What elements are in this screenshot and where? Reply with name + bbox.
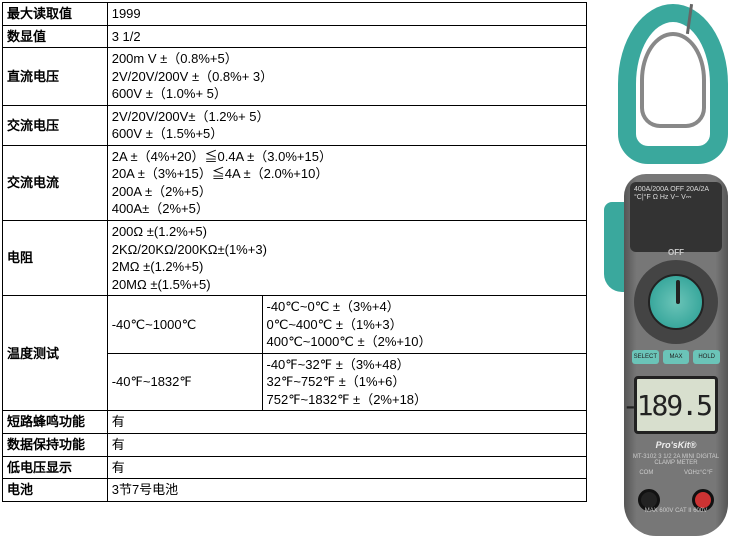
button-row: SELECT MAX HOLD: [632, 350, 720, 370]
spec-table-wrap: 最大读取值1999数显值3 1/2直流电压200m V ±（0.8%+5）2V/…: [0, 0, 590, 547]
table-row: 交流电压2V/20V/200V±（1.2%+ 5）600V ±（1.5%+5）: [3, 105, 587, 145]
table-row: 电池3节7号电池: [3, 479, 587, 502]
hold-button: HOLD: [693, 350, 720, 364]
spec-value-line: 0℃~400℃ ±（1%+3）: [267, 316, 583, 334]
spec-label: 数据保持功能: [3, 434, 108, 457]
spec-value: 有: [107, 411, 586, 434]
spec-value: 2A ±（4%+20）≦0.4A ±（3.0%+15）20A ±（3%+15）≦…: [107, 145, 586, 220]
temp-accuracy: -40℃~0℃ ±（3%+4）0℃~400℃ ±（1%+3）400℃~1000℃…: [262, 296, 587, 354]
model-label: MT-3102 3 1/2 2A MINI DIGITAL CLAMP METE…: [624, 454, 728, 466]
spec-label: 短路蜂鸣功能: [3, 411, 108, 434]
spec-value: 有: [107, 434, 586, 457]
spec-value-line: 3 1/2: [112, 28, 582, 46]
spec-value-line: 32℉~752℉ ±（1%+6）: [267, 373, 583, 391]
spec-value-line: 600V ±（1.5%+5）: [112, 125, 582, 143]
spec-value-line: 2V/20V/200V±（1.2%+ 5）: [112, 108, 582, 126]
spec-value-line: 400A±（2%+5）: [112, 200, 582, 218]
spec-label: 最大读取值: [3, 3, 108, 26]
clamp-jaw: [618, 4, 728, 194]
spec-value-line: 2MΩ ±(1.2%+5): [112, 258, 582, 276]
select-button: SELECT: [632, 350, 659, 364]
spec-value-line: 752℉~1832℉ ±（2%+18）: [267, 391, 583, 409]
max-voltage-label: MAX 600V CAT II 600V: [624, 508, 728, 514]
spec-label: 电阻: [3, 221, 108, 296]
table-row: 最大读取值1999: [3, 3, 587, 26]
lcd-display: -189.5: [634, 376, 718, 434]
spec-value: 3 1/2: [107, 25, 586, 48]
spec-value-line: -40℃~0℃ ±（3%+4）: [267, 298, 583, 316]
spec-label: 温度测试: [3, 296, 108, 411]
temp-range: -40℃~1000℃: [107, 296, 262, 354]
spec-label: 交流电流: [3, 145, 108, 220]
table-row: 低电压显示有: [3, 456, 587, 479]
table-row: 直流电压200m V ±（0.8%+5）2V/20V/200V ±（0.8%+ …: [3, 48, 587, 106]
spec-value: 2V/20V/200V±（1.2%+ 5）600V ±（1.5%+5）: [107, 105, 586, 145]
spec-value-line: 200m V ±（0.8%+5）: [112, 50, 582, 68]
spec-value-line: 400℃~1000℃ ±（2%+10）: [267, 333, 583, 351]
jacks: [638, 480, 714, 520]
temp-range: -40℉~1832℉: [107, 353, 262, 411]
spec-value-line: 2A ±（4%+20）≦0.4A ±（3.0%+15）: [112, 148, 582, 166]
spec-value-line: 20MΩ ±(1.5%+5): [112, 276, 582, 294]
table-row: 电阻200Ω ±(1.2%+5)2KΩ/20KΩ/200KΩ±(1%+3)2MΩ…: [3, 221, 587, 296]
spec-value: 1999: [107, 3, 586, 26]
table-row: 短路蜂鸣功能有: [3, 411, 587, 434]
max-button: MAX: [663, 350, 690, 364]
temp-accuracy: -40℉~32℉ ±（3%+48）32℉~752℉ ±（1%+6）752℉~18…: [262, 353, 587, 411]
spec-value: 200m V ±（0.8%+5）2V/20V/200V ±（0.8%+ 3）60…: [107, 48, 586, 106]
spec-value-line: 2V/20V/200V ±（0.8%+ 3）: [112, 68, 582, 86]
spec-label: 低电压显示: [3, 456, 108, 479]
spec-label: 电池: [3, 479, 108, 502]
spec-label: 交流电压: [3, 105, 108, 145]
table-row: 交流电流2A ±（4%+20）≦0.4A ±（3.0%+15）20A ±（3%+…: [3, 145, 587, 220]
jack-v-label: VΩHz°C°F: [684, 470, 713, 476]
range-panel: 400A/200A OFF 20A/2A °C|°F Ω Hz V~ V⎓: [630, 182, 722, 252]
spec-label: 数显值: [3, 25, 108, 48]
meter-body: 400A/200A OFF 20A/2A °C|°F Ω Hz V~ V⎓ OF…: [624, 174, 728, 536]
spec-value-line: 1999: [112, 5, 582, 23]
table-row: 数据保持功能有: [3, 434, 587, 457]
spec-label: 直流电压: [3, 48, 108, 106]
spec-table: 最大读取值1999数显值3 1/2直流电压200m V ±（0.8%+5）2V/…: [2, 2, 587, 502]
spec-value-line: 200Ω ±(1.2%+5): [112, 223, 582, 241]
brand-label: Pro'sKit®: [624, 440, 728, 450]
table-row: 数显值3 1/2: [3, 25, 587, 48]
spec-value-line: -40℉~32℉ ±（3%+48）: [267, 356, 583, 374]
spec-value-line: 200A ±（2%+5）: [112, 183, 582, 201]
spec-value: 3节7号电池: [107, 479, 586, 502]
spec-value-line: 600V ±（1.0%+ 5）: [112, 85, 582, 103]
clamp-meter-image: 400A/200A OFF 20A/2A °C|°F Ω Hz V~ V⎓ OF…: [600, 4, 745, 542]
jack-com-label: COM: [639, 470, 653, 476]
rotary-dial-area: OFF: [634, 260, 718, 344]
spec-value: 200Ω ±(1.2%+5)2KΩ/20KΩ/200KΩ±(1%+3)2MΩ ±…: [107, 221, 586, 296]
spec-value-line: 2KΩ/20KΩ/200KΩ±(1%+3): [112, 241, 582, 259]
rotary-dial: [648, 274, 704, 330]
spec-value-line: 20A ±（3%+15）≦4A ±（2.0%+10）: [112, 165, 582, 183]
spec-value: 有: [107, 456, 586, 479]
table-row: 温度测试-40℃~1000℃-40℃~0℃ ±（3%+4）0℃~400℃ ±（1…: [3, 296, 587, 354]
off-label: OFF: [634, 248, 718, 257]
